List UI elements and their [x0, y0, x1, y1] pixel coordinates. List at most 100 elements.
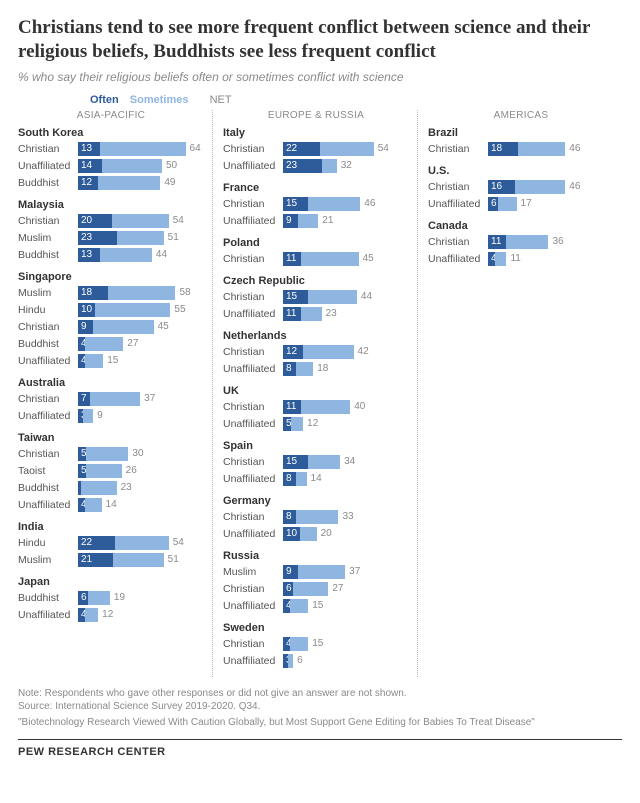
data-row: Unaffiliated415: [18, 353, 204, 369]
region-column: AMERICASBrazilChristian1846U.S.Christian…: [417, 110, 622, 677]
often-value: 16: [488, 181, 502, 192]
chart-columns: ASIA-PACIFICSouth KoreaChristian1364Unaf…: [18, 110, 622, 677]
bar-segment-often: 11: [283, 252, 301, 266]
bar-wrap: 619: [78, 591, 204, 605]
bar-segment-sometimes: [296, 362, 313, 376]
bar-segment-sometimes: [308, 290, 357, 304]
bar-wrap: 1364: [78, 142, 204, 156]
row-label: Unaffiliated: [18, 499, 78, 511]
region-header: AMERICAS: [428, 110, 614, 121]
row-label: Christian: [18, 143, 78, 155]
bar-wrap: 9 37: [283, 565, 409, 579]
net-value: 44: [152, 248, 167, 262]
net-value: 18: [313, 362, 328, 376]
data-row: Unaffiliated512: [223, 416, 409, 432]
bar-segment-sometimes: [83, 409, 93, 423]
country-block: UK Christian1140Unaffiliated512: [223, 385, 409, 432]
net-value: 33: [338, 510, 353, 524]
row-label: Christian: [428, 143, 488, 155]
bar-segment-sometimes: [498, 197, 516, 211]
country-name: Australia: [18, 377, 204, 389]
net-value: 32: [337, 159, 352, 173]
often-value: 9: [283, 215, 292, 226]
country-block: FranceChristian1546Unaffiliated921: [223, 182, 409, 229]
bar-segment-sometimes: [93, 320, 153, 334]
data-row: Buddhist619: [18, 590, 204, 606]
net-value: 45: [154, 320, 169, 334]
net-value: 58: [175, 286, 190, 300]
country-block: MalaysiaChristian2054Muslim2351Buddhist1…: [18, 199, 204, 263]
data-row: Christian1534: [223, 454, 409, 470]
data-row: Muslim1858: [18, 285, 204, 301]
country-block: NetherlandsChristian1242Unaffiliated818: [223, 330, 409, 377]
often-value: 23: [283, 160, 297, 171]
bar-segment-sometimes: [85, 354, 103, 368]
net-value: 9: [93, 409, 103, 423]
bar-segment-sometimes: [293, 582, 328, 596]
bar-segment-often: 9: [283, 565, 298, 579]
often-value: 5: [283, 418, 292, 429]
row-label: Christian: [223, 638, 283, 650]
often-value: 15: [283, 456, 297, 467]
country-block: SpainChristian1534Unaffiliated814: [223, 440, 409, 487]
often-value: 20: [78, 215, 92, 226]
bar-segment-sometimes: [495, 252, 507, 266]
bar-segment-often: 18: [488, 142, 518, 156]
country-block: IndiaHindu2254Muslim2151: [18, 521, 204, 568]
country-block: JapanBuddhist619Unaffiliated412: [18, 576, 204, 623]
data-row: Unaffiliated1020: [223, 526, 409, 542]
bar-wrap: 223: [78, 481, 204, 495]
data-row: Christian1136: [428, 234, 614, 250]
bar-wrap: 1534: [283, 455, 409, 469]
data-row: Christian627: [223, 581, 409, 597]
bar-segment-often: 8: [283, 510, 296, 524]
bar-segment-sometimes: [115, 536, 169, 550]
row-label: Muslim: [223, 566, 283, 578]
row-label: Unaffiliated: [223, 363, 283, 375]
net-value: 30: [128, 447, 143, 461]
footnote-source: Source: International Science Survey 201…: [18, 700, 622, 714]
country-name: Netherlands: [223, 330, 409, 342]
row-label: Unaffiliated: [223, 528, 283, 540]
bar-segment-often: 20: [78, 214, 112, 228]
often-value: 22: [283, 143, 297, 154]
net-value: 34: [340, 455, 355, 469]
country-name: Czech Republic: [223, 275, 409, 287]
bar-wrap: 1846: [488, 142, 614, 156]
bar-segment-often: 4: [78, 498, 85, 512]
country-name: UK: [223, 385, 409, 397]
net-value: 37: [345, 565, 360, 579]
net-value: 21: [318, 214, 333, 228]
data-row: Unaffiliated814: [223, 471, 409, 487]
bar-segment-sometimes: [296, 472, 306, 486]
bar-wrap: 415: [283, 599, 409, 613]
data-row: Unaffiliated1123: [223, 306, 409, 322]
bar-segment-sometimes: [296, 510, 338, 524]
data-row: Unaffiliated411: [428, 251, 614, 267]
bar-wrap: 617: [488, 197, 614, 211]
data-row: Hindu1055: [18, 302, 204, 318]
bar-wrap: 412: [78, 608, 204, 622]
net-value: 40: [350, 400, 365, 414]
often-value: 10: [283, 528, 297, 539]
bar-segment-often: 5: [78, 447, 86, 461]
bar-wrap: 2151: [78, 553, 204, 567]
row-label: Unaffiliated: [223, 655, 283, 667]
bar-wrap: 1123: [283, 307, 409, 321]
bar-segment-often: 13: [78, 142, 100, 156]
bar-segment-often: 14: [78, 159, 102, 173]
data-row: Christian1140: [223, 399, 409, 415]
data-row: Christian1544: [223, 289, 409, 305]
often-value: 9: [283, 566, 292, 577]
row-label: Hindu: [18, 537, 78, 549]
row-label: Buddhist: [18, 482, 78, 494]
bar-wrap: 427: [78, 337, 204, 351]
bar-segment-often: 4: [283, 637, 290, 651]
data-row: Hindu2254: [18, 535, 204, 551]
often-value: 11: [283, 308, 296, 319]
legend-net: NET: [210, 94, 232, 106]
data-row: Christian945: [18, 319, 204, 335]
bar-segment-often: 18: [78, 286, 108, 300]
net-value: 17: [517, 197, 532, 211]
row-label: Unaffiliated: [223, 215, 283, 227]
